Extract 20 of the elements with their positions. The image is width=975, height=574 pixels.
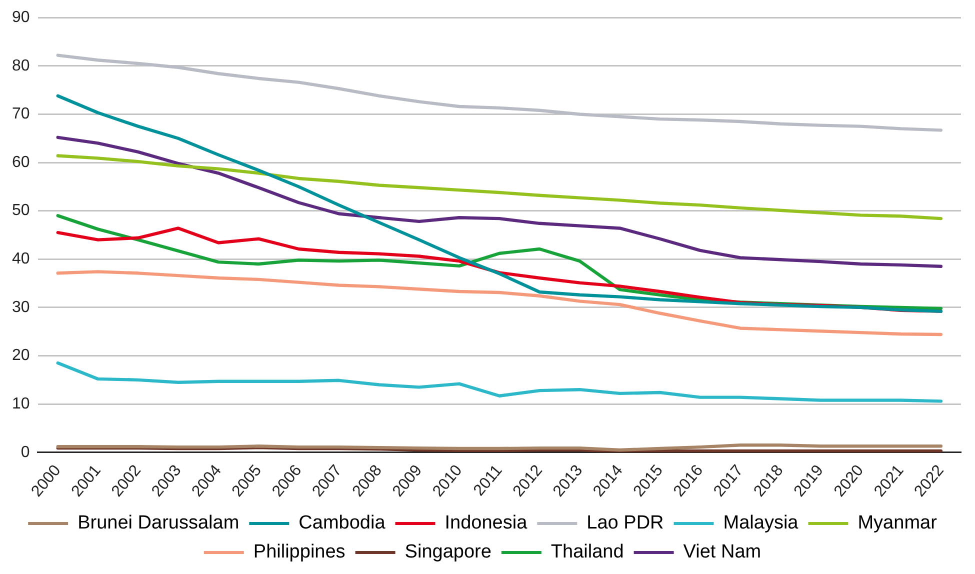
y-tick-label: 50 xyxy=(12,202,30,220)
legend-label: Cambodia xyxy=(298,512,386,534)
y-tick-label: 10 xyxy=(12,395,30,412)
legend-label: Lao PDR xyxy=(586,512,664,534)
legend-label: Thailand xyxy=(550,542,624,563)
legend-label: Malaysia xyxy=(723,512,799,534)
legend-label: Brunei Darussalam xyxy=(78,512,240,534)
legend-label: Myanmar xyxy=(858,512,938,534)
y-tick-label: 30 xyxy=(12,298,30,316)
y-tick-label: 80 xyxy=(12,57,30,74)
y-tick-label: 70 xyxy=(12,106,30,123)
legend-label: Singapore xyxy=(404,542,492,563)
y-tick-label: 90 xyxy=(12,9,30,26)
y-tick-label: 0 xyxy=(20,444,30,461)
legend-label: Viet Nam xyxy=(683,542,762,563)
y-tick-label: 60 xyxy=(12,154,30,171)
y-tick-label: 20 xyxy=(12,347,30,364)
y-tick-label: 40 xyxy=(12,250,30,268)
legend-label: Indonesia xyxy=(444,512,528,534)
legend-label: Philippines xyxy=(253,542,346,563)
